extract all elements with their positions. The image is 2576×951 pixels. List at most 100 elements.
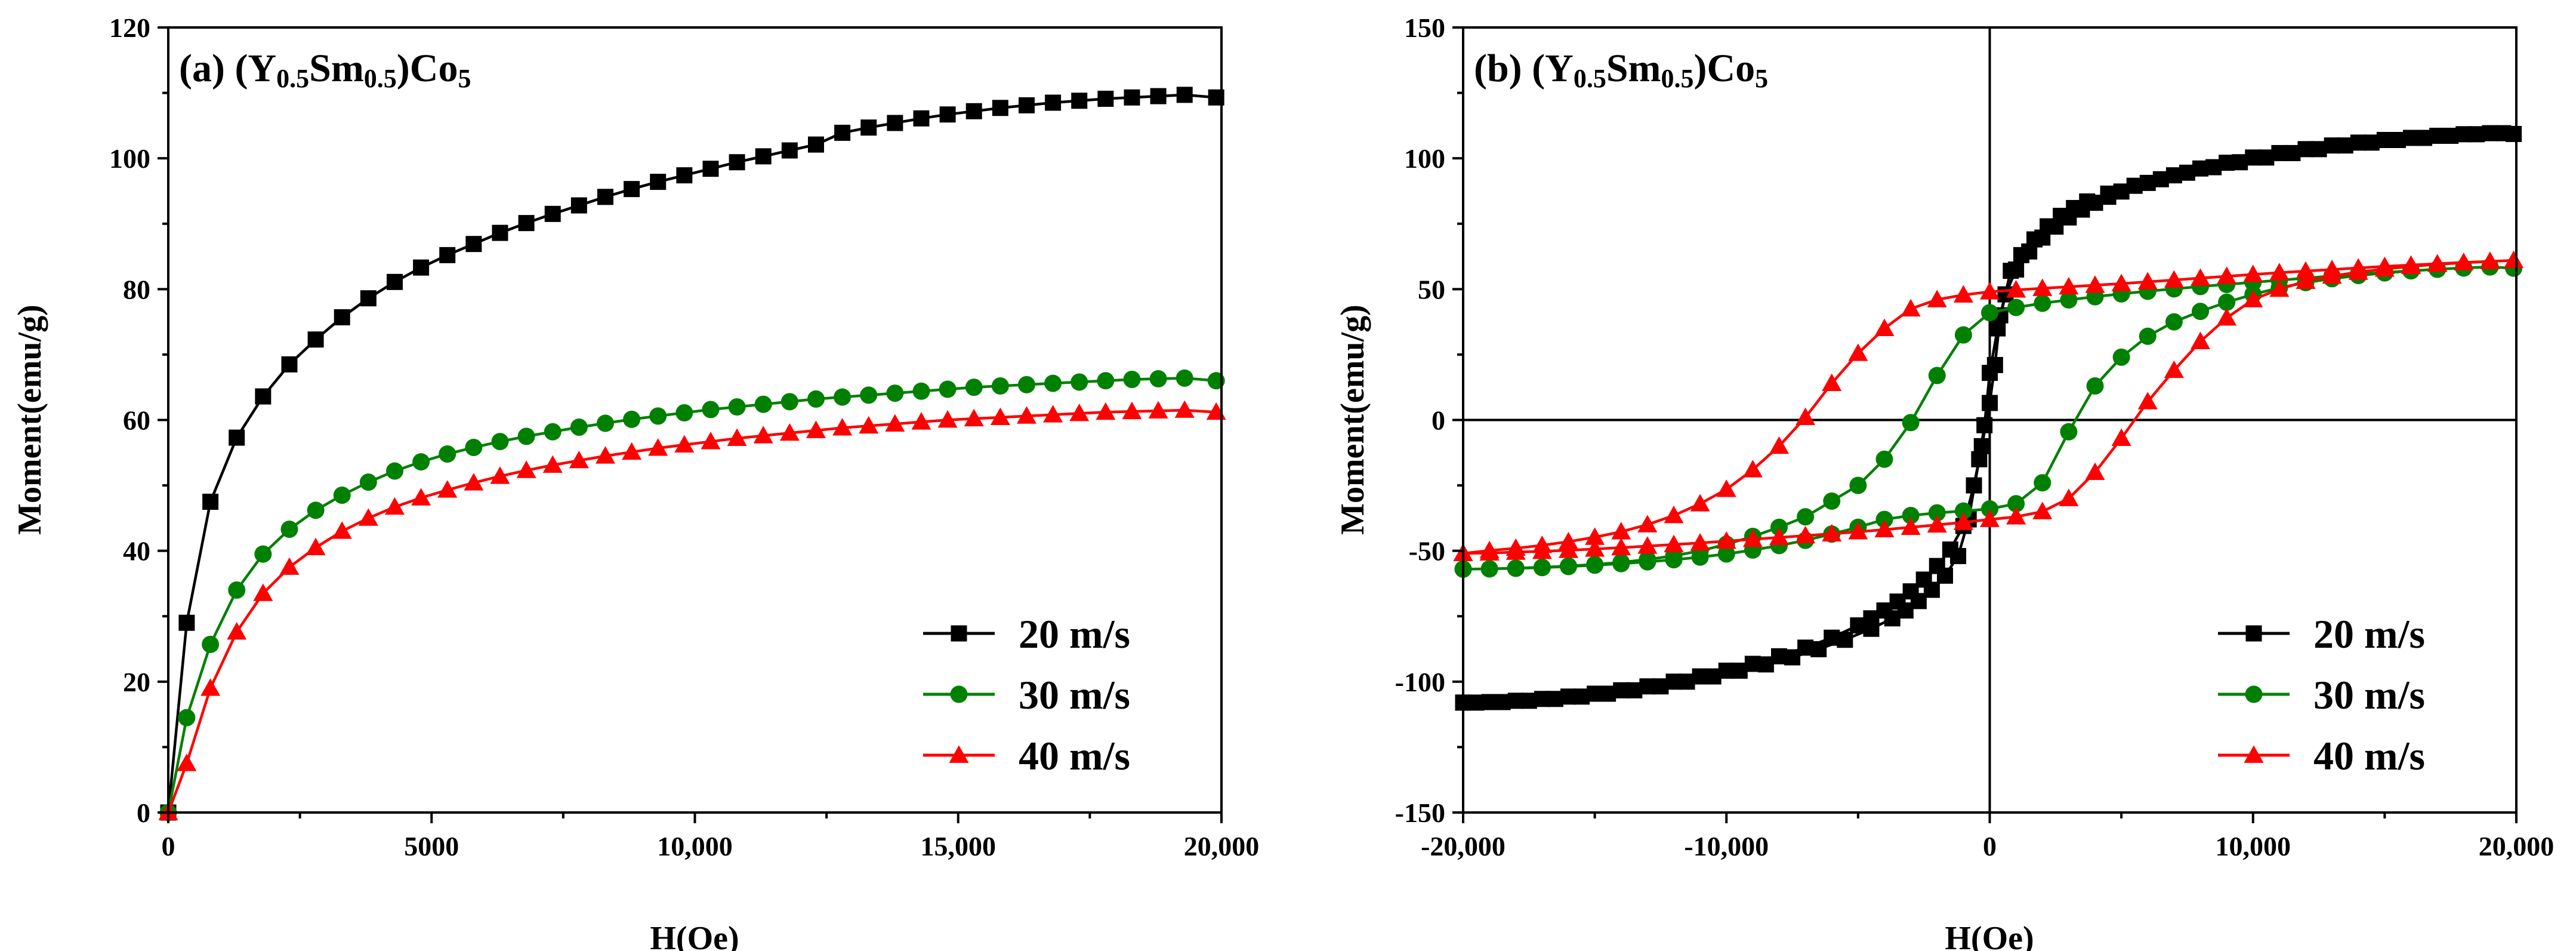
data-point [1652, 678, 1669, 695]
data-point [334, 309, 350, 325]
data-point [544, 205, 561, 222]
panel-a-axes: 0 5000 10,000 15,000 20,000 0 20 40 60 80 100 120 [109, 13, 1259, 861]
data-point [2008, 261, 2025, 278]
data-point [178, 614, 195, 631]
data-point [465, 439, 483, 457]
panel-a-x-axis-label: H(Oe) [650, 920, 739, 951]
data-point [2007, 298, 2025, 316]
data-point [702, 401, 720, 418]
data-point [1043, 405, 1063, 423]
data-point [780, 393, 798, 411]
data-point [1705, 668, 1722, 685]
data-point [1797, 508, 1815, 526]
data-point [779, 423, 800, 441]
data-point [518, 215, 535, 232]
data-point [1664, 534, 1684, 553]
legend-marker [2244, 745, 2264, 763]
data-point [1976, 417, 1993, 433]
panel-b-title-part: )Co [1694, 47, 1756, 90]
data-point [517, 427, 535, 445]
panel-a-title-part: )Co [397, 47, 458, 90]
data-point [1479, 540, 1500, 559]
data-point [1506, 538, 1526, 556]
data-point [2060, 423, 2078, 441]
series-30-m-sgroup [159, 369, 1225, 821]
y-tick-label: 100 [109, 143, 150, 174]
data-point [1757, 656, 1774, 673]
data-point [307, 501, 325, 519]
data-point [359, 473, 377, 491]
data-point [2060, 291, 2078, 309]
data-point [2006, 507, 2026, 525]
data-point [2297, 141, 2314, 158]
panel-b-plot-area [1453, 125, 2524, 711]
data-point [937, 410, 958, 428]
data-point [728, 398, 746, 416]
data-point [1966, 477, 1982, 494]
data-point [2059, 488, 2079, 506]
data-point [912, 382, 930, 400]
data-point [1611, 522, 1631, 540]
data-point [2191, 268, 2210, 286]
data-point [2164, 360, 2184, 378]
data-point [1928, 367, 1946, 384]
data-point [965, 378, 983, 396]
data-point [281, 356, 298, 373]
legend-marker [951, 625, 967, 642]
data-point [2085, 275, 2105, 293]
data-point [253, 583, 273, 601]
data-point [1981, 304, 1998, 322]
series-30-m-sgroup [1454, 258, 2523, 578]
data-point [307, 331, 324, 348]
data-point [1927, 515, 1947, 533]
series-40-m-sgroup [1453, 250, 2524, 561]
panel-b-title-part: 5 [1755, 64, 1768, 93]
data-point [1954, 326, 1972, 344]
data-point [413, 259, 430, 276]
legend-marker [2245, 685, 2263, 703]
data-point [2034, 474, 2051, 492]
data-point [964, 408, 984, 427]
data-point [1902, 506, 1920, 524]
y-tick-label: 0 [1432, 405, 1445, 436]
data-point [1559, 531, 1578, 550]
data-point [2137, 272, 2158, 290]
data-point [1902, 414, 1920, 432]
data-point [1626, 682, 1643, 698]
data-point [1742, 460, 1763, 478]
data-point [1875, 510, 1893, 528]
y-tick-label: 40 [123, 536, 150, 567]
panel-b-title-part: 0.5 [1574, 64, 1606, 93]
data-point [2429, 127, 2446, 144]
data-point [1600, 685, 1616, 702]
data-point [1981, 500, 1998, 518]
data-point [2455, 126, 2472, 143]
y-tick-label: 120 [109, 13, 150, 43]
data-point [1679, 673, 1695, 690]
data-point [333, 487, 351, 504]
data-point [1069, 404, 1090, 421]
data-point [992, 100, 1008, 116]
data-point [2403, 130, 2419, 146]
data-point [886, 384, 904, 402]
data-point [648, 438, 668, 456]
data-point [2401, 255, 2421, 273]
data-point [2112, 348, 2130, 366]
data-point [1097, 372, 1115, 390]
data-point [1532, 535, 1552, 553]
data-point [2296, 261, 2316, 279]
data-point [2059, 276, 2079, 295]
y-tick-label: 150 [1404, 13, 1445, 43]
data-point [411, 488, 431, 506]
data-point [2219, 155, 2235, 171]
data-point [1982, 365, 1998, 381]
x-tick-label: 5000 [404, 831, 459, 861]
data-point [834, 124, 851, 141]
data-point [202, 635, 220, 653]
data-point [1769, 436, 1789, 454]
data-point [1971, 451, 1988, 467]
data-point [544, 423, 562, 441]
data-point [254, 545, 272, 563]
data-point [674, 435, 695, 453]
panel-b-y-axis-label: Moment(emu/g) [1334, 304, 1371, 535]
